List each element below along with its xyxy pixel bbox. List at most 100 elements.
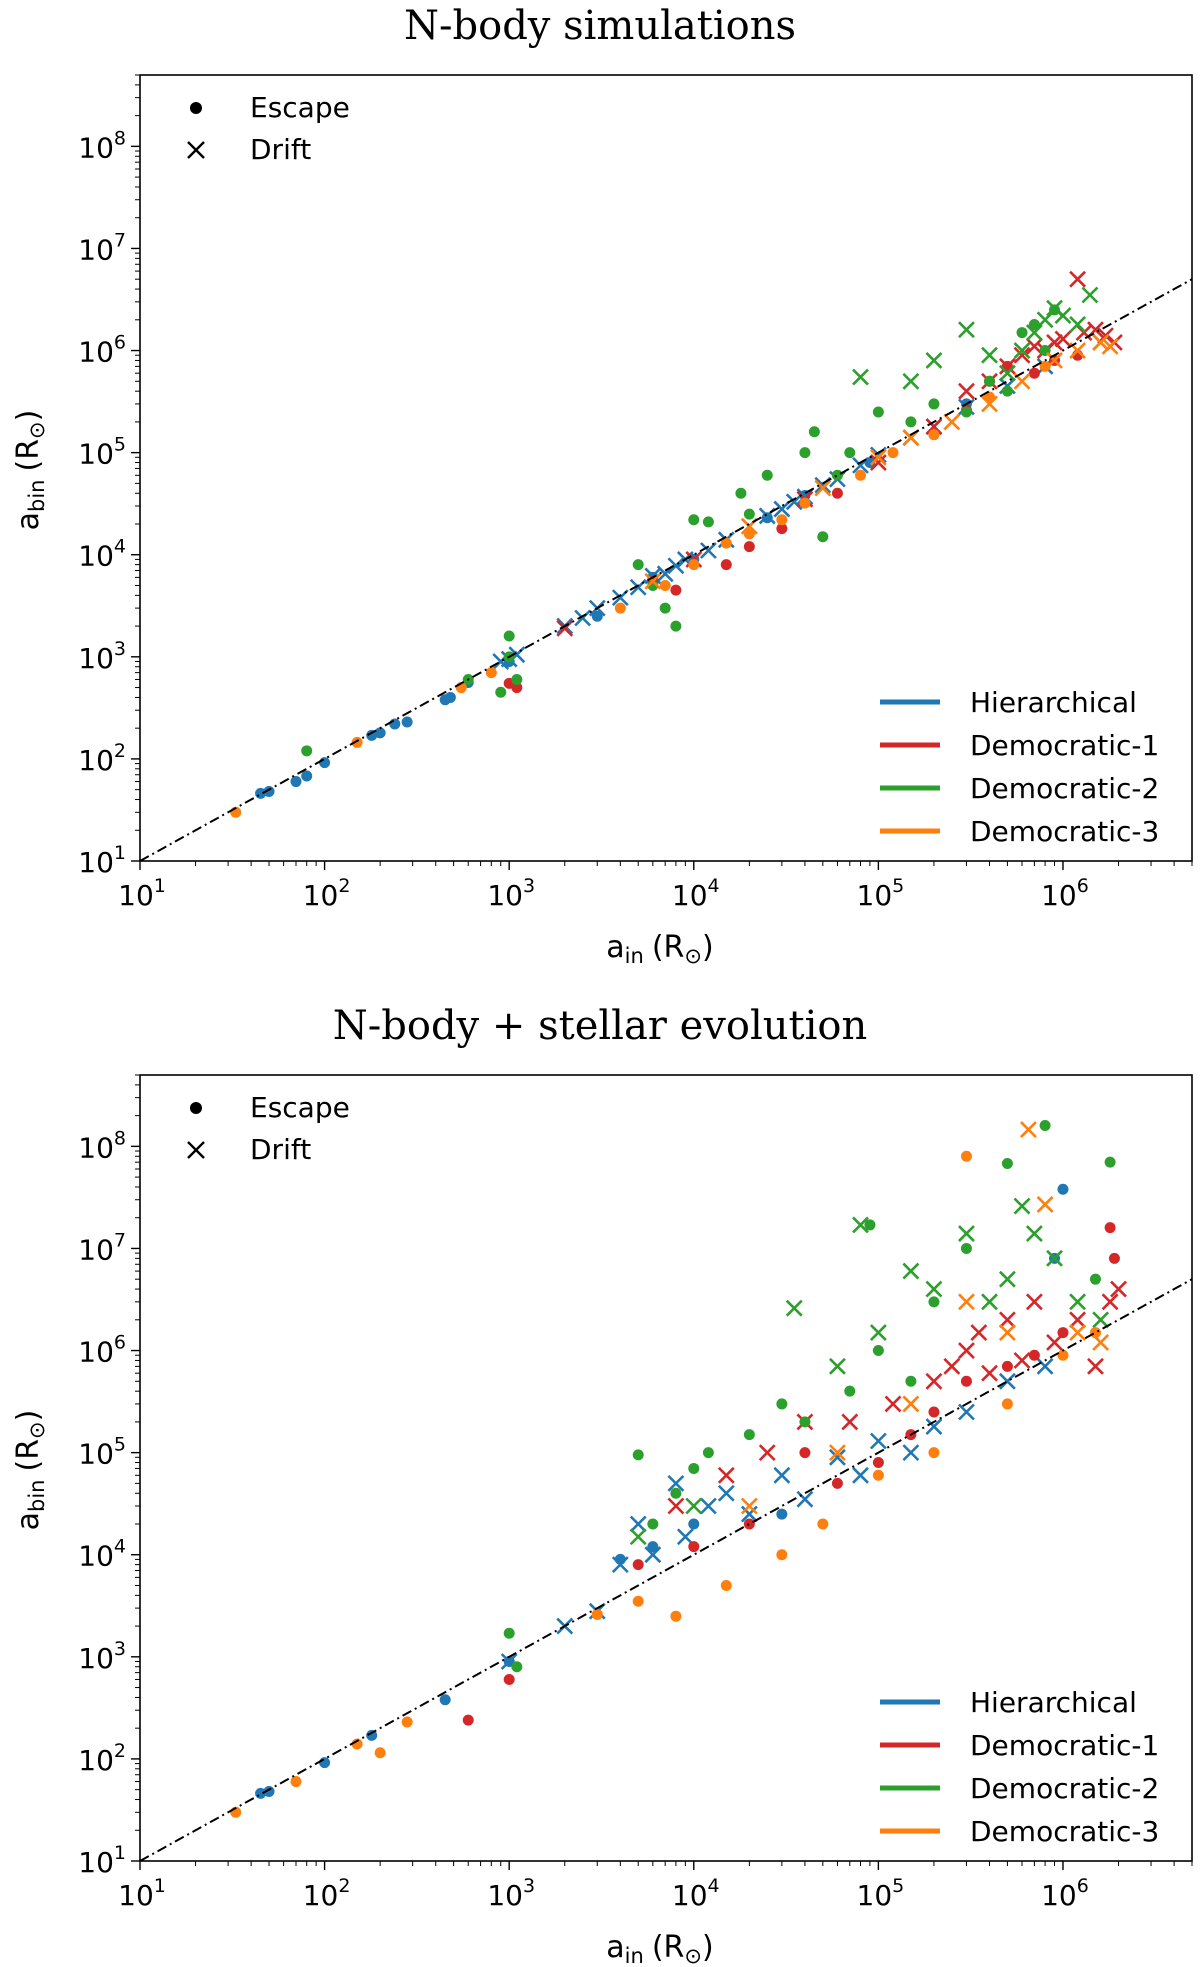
democratic-1-drift-point: [1025, 1293, 1043, 1311]
democratic-3-escape-point: [659, 579, 671, 591]
hierarchical-drift-point: [629, 1515, 647, 1533]
x-label-close: ): [702, 930, 714, 965]
tick-base: 10: [78, 1744, 114, 1777]
tick-base: 10: [672, 879, 708, 912]
democratic-2-escape-point: [670, 620, 682, 632]
tick-base: 10: [78, 1642, 114, 1675]
democratic-2-drift-point: [981, 1293, 998, 1311]
democratic-1-drift-point: [1046, 1334, 1063, 1351]
democratic-1-drift-point: [1110, 1280, 1127, 1298]
tick-base: 10: [78, 1846, 114, 1879]
democratic-2-escape-point: [632, 559, 644, 571]
series-legend-label: Democratic-3: [970, 1815, 1159, 1848]
hierarchical-drift-point: [667, 557, 685, 575]
tick-base: 10: [1041, 1879, 1077, 1912]
democratic-3-drift-point: [869, 448, 887, 466]
democratic-1-escape-point: [462, 1714, 474, 1726]
marker-legend-label: Drift: [250, 1133, 311, 1166]
tick-base: 10: [857, 879, 893, 912]
hierarchical-escape-point: [761, 512, 773, 524]
y-tick-label: 107: [78, 229, 126, 266]
democratic-2-escape-point: [659, 602, 671, 614]
democratic-2-escape-point: [688, 514, 700, 526]
x-axis-label: ain (R⊙): [606, 1930, 713, 1967]
democratic-3-escape-point: [1039, 360, 1051, 372]
tick-exp: 7: [114, 1229, 126, 1251]
democratic-1-drift-point: [1069, 1311, 1087, 1329]
series-legend-label: Democratic-2: [970, 1772, 1159, 1805]
democratic-3-escape-point: [688, 559, 700, 571]
tick-base: 10: [78, 233, 114, 266]
y-tick-label: 101: [78, 842, 126, 879]
democratic-3-escape-point: [720, 537, 732, 549]
democratic-1-drift-point: [667, 1497, 685, 1515]
democratic-2-escape-point: [1089, 1273, 1101, 1285]
tick-exp: 6: [1077, 875, 1089, 897]
tick-exp: 5: [114, 1434, 126, 1456]
democratic-3-escape-point: [632, 1595, 644, 1607]
tick-exp: 3: [523, 875, 535, 897]
democratic-2-escape-point: [844, 1385, 856, 1397]
democratic-2-drift-point: [852, 368, 869, 386]
democratic-1-escape-point: [632, 1559, 644, 1571]
hierarchical-drift-point: [1036, 1357, 1054, 1375]
hierarchical-drift-point: [773, 500, 791, 518]
democratic-3-drift-point: [1092, 334, 1110, 351]
democratic-3-escape-point: [485, 667, 497, 679]
democratic-2-escape-point: [1001, 385, 1013, 397]
democratic-2-escape-point: [864, 1219, 876, 1231]
democratic-2-escape-point: [1104, 1156, 1116, 1168]
democratic-1-drift-point: [1054, 330, 1072, 348]
democratic-2-escape-point: [503, 1627, 515, 1639]
x-label-unit: (R: [652, 930, 685, 965]
democratic-2-escape-point: [960, 1242, 972, 1254]
x-label-sub: in: [625, 1944, 644, 1967]
democratic-3-escape-point: [776, 514, 788, 526]
democratic-2-drift-point: [981, 346, 998, 364]
democratic-2-escape-point: [702, 1447, 714, 1459]
drift-marker-icon: [187, 141, 205, 159]
y-axis-label: abin (R⊙): [11, 410, 49, 531]
democratic-2-drift-point: [958, 321, 975, 339]
democratic-1-drift-point: [958, 1342, 975, 1359]
y-label-sun: ⊙: [25, 421, 49, 439]
hierarchical-escape-point: [688, 1518, 700, 1530]
tick-exp: 6: [1077, 1875, 1089, 1897]
hierarchical-drift-point: [699, 542, 717, 559]
marker-legend-label: Escape: [250, 1091, 350, 1124]
hierarchical-drift-point: [740, 1505, 758, 1523]
chart-panel-1: N-body simulations 101 102 103 104 105 106101…: [11, 3, 1193, 968]
y-label-sub: bin: [25, 480, 49, 512]
democratic-3-drift-point: [644, 572, 662, 590]
democratic-1-escape-point: [1104, 1222, 1116, 1234]
x-tick-label: 105: [857, 875, 905, 912]
tick-base: 10: [78, 846, 114, 879]
x-label-main: a: [606, 1930, 624, 1965]
democratic-3-escape-point: [351, 736, 363, 748]
tick-base: 10: [78, 438, 114, 471]
democratic-1-drift-point: [998, 1311, 1016, 1329]
tick-exp: 1: [114, 1842, 126, 1864]
democratic-1-drift-point: [1013, 346, 1031, 364]
democratic-2-drift-point: [1054, 307, 1072, 325]
x-label-unit: (R: [652, 1930, 685, 1965]
democratic-1-escape-point: [776, 523, 788, 535]
democratic-2-escape-point: [808, 426, 820, 438]
tick-base: 10: [78, 744, 114, 777]
hierarchical-drift-point: [852, 1466, 869, 1484]
tick-base: 10: [78, 540, 114, 573]
democratic-3-drift-point: [981, 395, 998, 413]
democratic-2-escape-point: [844, 447, 856, 459]
hierarchical-drift-point: [644, 1546, 662, 1564]
democratic-2-drift-point: [902, 372, 920, 390]
hierarchical-escape-point: [439, 1694, 451, 1706]
democratic-2-escape-point: [702, 516, 714, 528]
axis-ticks-2: 101 102 103 104 105 1061011021031041051061071…: [78, 1074, 1193, 1912]
democratic-1-escape-point: [503, 1673, 515, 1685]
democratic-1-escape-point: [831, 1477, 843, 1489]
hierarchical-escape-point: [1057, 1183, 1069, 1195]
tick-base: 10: [78, 131, 114, 164]
x-tick-label: 103: [487, 875, 535, 912]
democratic-2-escape-point: [928, 398, 940, 410]
democratic-2-escape-point: [872, 406, 884, 418]
